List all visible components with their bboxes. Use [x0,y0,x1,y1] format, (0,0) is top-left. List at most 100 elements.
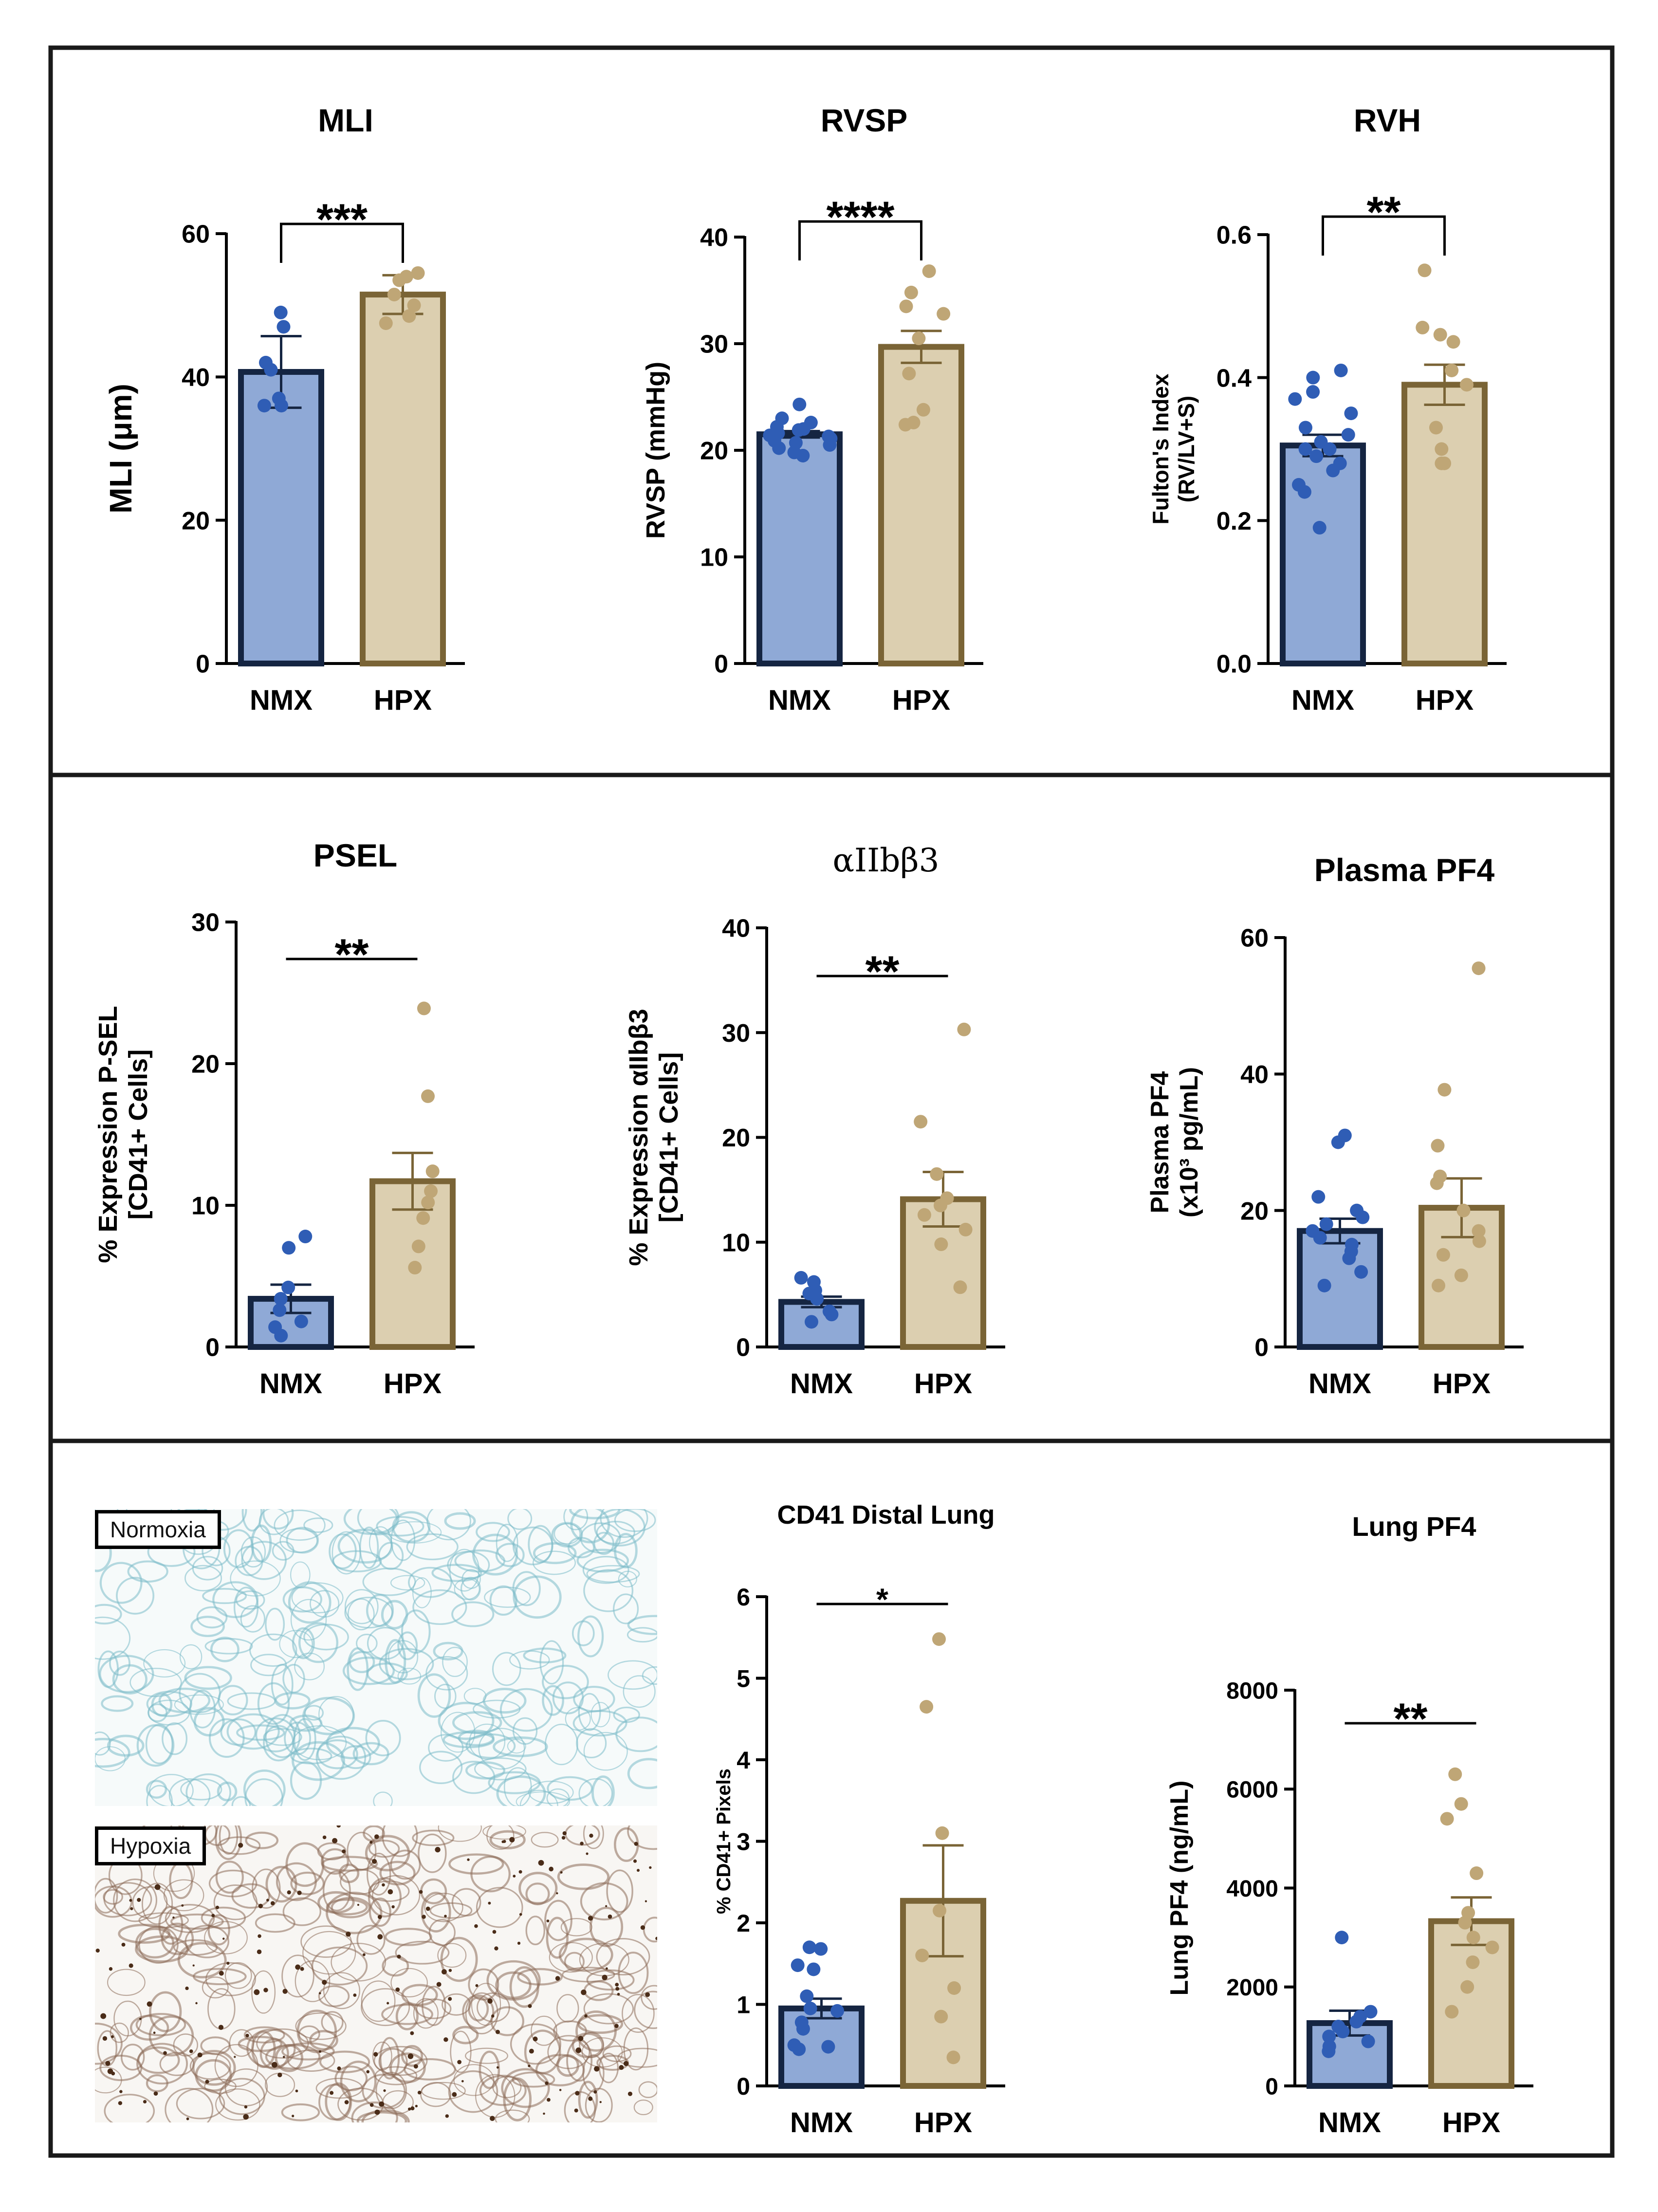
alveolus [95,1738,130,1768]
stain-speck [593,2090,597,2094]
alveolus [418,1833,447,1873]
alveolus [542,1664,589,1699]
stain-speck [222,1937,225,1940]
stain-speck [353,1993,357,1997]
alveolus [290,1761,322,1800]
stain-speck [337,2066,341,2071]
y-tick-label: 60 [1240,924,1269,953]
stain-speck [234,2056,236,2058]
stain-speck [282,2056,285,2058]
alveolus [421,2082,466,2100]
stain-speck [318,2050,321,2053]
data-point-nmx [772,441,786,455]
stain-speck [118,2101,123,2105]
data-point-nmx [294,1314,308,1328]
alveolus [614,1509,656,1532]
stain-speck [436,1982,442,1987]
alveolus [162,1722,188,1755]
data-point-hpx [417,1001,431,1015]
data-point-nmx [791,1958,805,1972]
stain-speck [633,1859,637,1863]
data-point-hpx [953,1280,967,1294]
alveolus [586,1565,640,1583]
y-tick-label: 10 [722,1229,750,1257]
bar-nmx [756,431,843,667]
significance-bracket [798,220,922,260]
stain-speck [640,1925,645,1930]
alveolus [303,1517,333,1533]
alveolus [633,2099,653,2116]
data-point-nmx [1331,1135,1345,1149]
data-point-hpx [1431,1139,1445,1153]
alveolus [217,1836,261,1855]
alveolus [583,1993,634,2025]
alveolus [442,1646,468,1677]
alveolus [208,1869,258,1898]
stain-speck [377,1934,383,1940]
alveolus [184,1925,230,1958]
alveolus [381,1600,408,1630]
normoxia-micrograph [95,1509,657,1806]
x-tick-label: NMX [790,2107,853,2138]
alveolus [582,1556,629,1584]
alveolus [437,1943,467,1968]
alveolus [148,2015,194,2057]
stain-speck [346,1932,351,1937]
alveolus [365,1720,401,1756]
stain-speck [574,2108,578,2113]
data-point-nmx [1336,2025,1350,2039]
stain-speck [226,1961,230,1965]
stain-speck [372,1859,377,1864]
alveolus [492,1652,521,1686]
alveolus [298,1622,339,1663]
alveolus [190,1616,225,1637]
stain-speck [443,2037,448,2042]
alveolus [281,2103,320,2121]
alveolus [478,1728,525,1770]
alveolus [608,1660,657,1690]
alveolus [215,1825,242,1860]
data-point-nmx [1326,463,1340,478]
data-point-nmx [800,1989,814,2003]
data-point-hpx [916,403,930,417]
y-tick-label: 8000 [1226,1678,1278,1704]
stain-speck [617,1992,620,1996]
alveolus [240,1536,266,1568]
alveolus [473,1699,521,1719]
alveolus [576,1728,607,1759]
alveolus [622,1993,655,2033]
stain-speck [408,2107,411,2111]
data-point-hpx [425,1164,440,1179]
stain-speck [277,2072,282,2078]
y-tick-label: 30 [191,909,220,937]
y-tick-label: 40 [182,364,210,392]
alveolus [553,1523,581,1545]
stain-speck [407,2053,414,2059]
stain-speck [379,2101,385,2107]
data-point-nmx [821,2040,835,2054]
stain-speck [581,1989,587,1995]
alveolus [552,1681,584,1714]
alveolus [347,1598,375,1631]
stain-speck [245,2033,249,2038]
alveolus [373,2046,428,2076]
data-point-nmx [803,2001,817,2015]
alveolus [282,1586,323,1613]
alveolus [512,2071,555,2088]
y-axis-label: RVSP (mmHg) [641,362,670,539]
stain-speck [422,1915,426,1919]
data-point-hpx [1456,1203,1471,1217]
data-point-nmx [1309,449,1324,463]
stain-speck [475,1984,479,1987]
data-point-nmx [830,2004,845,2018]
stain-speck [263,1988,268,1992]
data-point-hpx [930,1167,944,1181]
data-point-hpx [1454,1268,1468,1282]
y-tick-label: 0 [205,1334,220,1362]
significance-bracket [280,222,404,263]
stain-speck [297,1890,302,1895]
data-point-hpx [934,2009,948,2024]
data-point-nmx [796,448,810,462]
alveolus [332,1550,382,1572]
y-tick-label: 1 [737,1991,750,2019]
